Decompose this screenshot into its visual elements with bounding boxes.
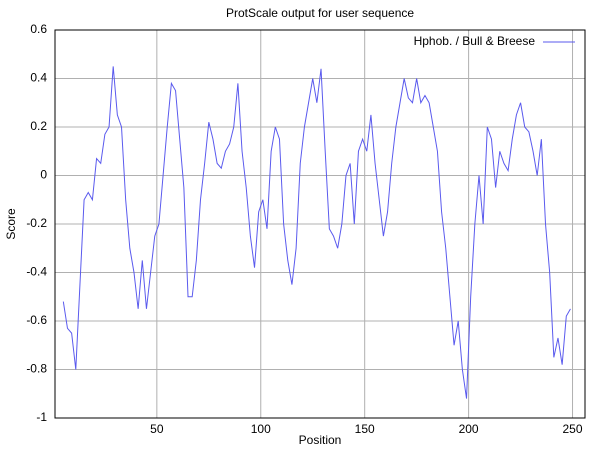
- y-tick-label: -1: [36, 410, 47, 424]
- x-tick-label: 50: [150, 422, 164, 436]
- x-axis-label: Position: [299, 433, 342, 447]
- x-tick-label: 150: [355, 422, 375, 436]
- x-tick-label: 250: [563, 422, 583, 436]
- y-tick-label: 0.2: [30, 119, 47, 133]
- data-line: [62, 66, 571, 399]
- y-tick-label: 0.6: [30, 22, 47, 36]
- x-tick-label: 200: [459, 422, 479, 436]
- chart-title: ProtScale output for user sequence: [226, 6, 414, 20]
- y-tick-label: -0.6: [26, 313, 47, 327]
- y-tick-label: -0.8: [26, 362, 47, 376]
- plot-frame: [54, 29, 586, 419]
- y-axis-label: Score: [4, 208, 18, 240]
- y-tick-label: -0.2: [26, 216, 47, 230]
- legend-label: Hphob. / Bull & Breese: [414, 34, 536, 48]
- y-tick-label: 0: [40, 168, 47, 182]
- x-tick-label: 100: [251, 422, 271, 436]
- y-tick-label: -0.4: [26, 265, 47, 279]
- y-tick-label: 0.4: [30, 71, 47, 85]
